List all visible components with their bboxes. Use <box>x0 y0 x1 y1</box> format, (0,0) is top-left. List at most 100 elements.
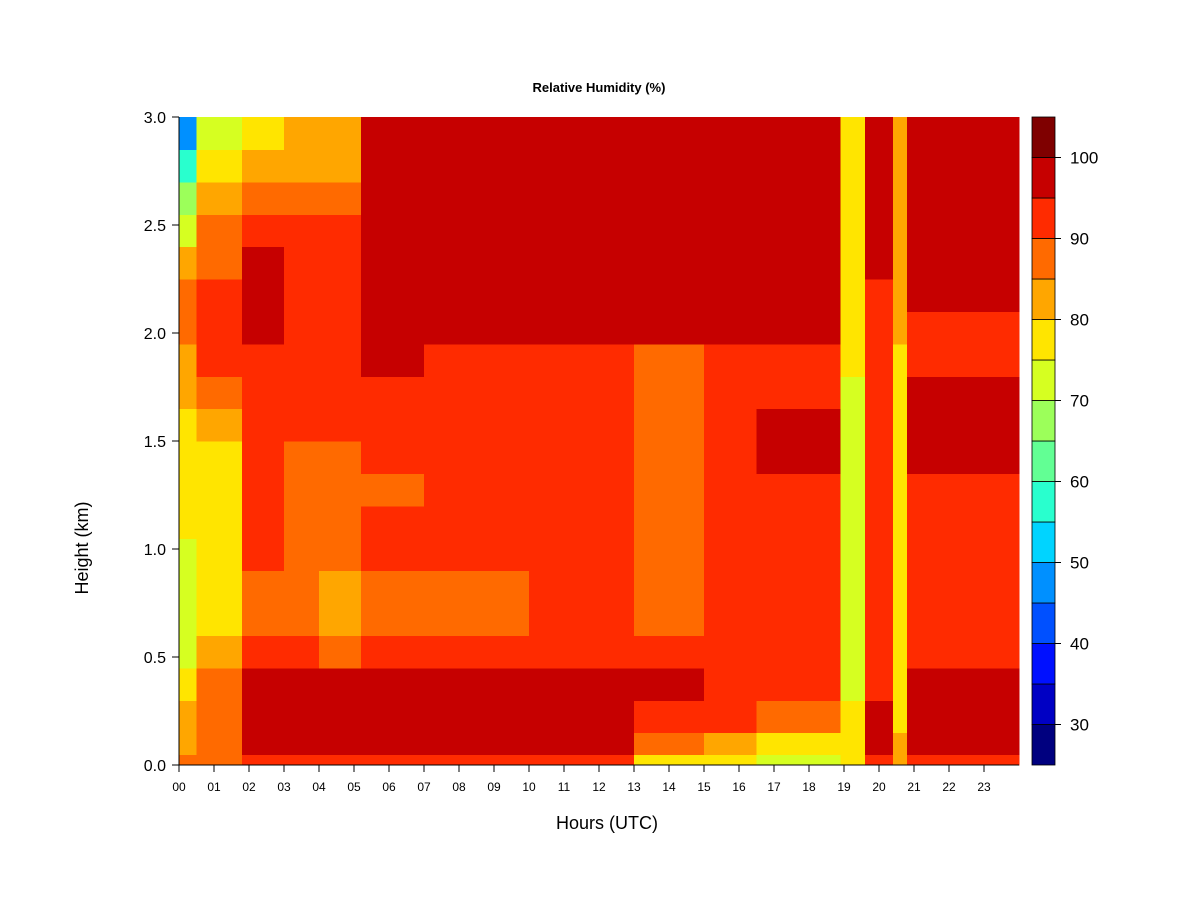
heatmap-cell <box>907 181 1020 215</box>
heatmap-cell <box>907 570 1020 604</box>
heatmap-cell <box>634 376 705 410</box>
heatmap-cell <box>361 667 425 701</box>
heatmap-cell <box>756 473 842 507</box>
heatmap-cell <box>756 754 842 766</box>
heatmap-cell <box>319 635 362 669</box>
colorbar-swatch <box>1031 238 1056 280</box>
heatmap-cell <box>319 667 362 701</box>
heatmap-cell <box>865 538 894 572</box>
heatmap-cell <box>634 667 705 701</box>
x-tick-label: 11 <box>558 780 571 794</box>
heatmap-cell <box>840 667 866 701</box>
heatmap-cell <box>704 343 758 377</box>
colorbar-tick-label: 80 <box>1070 311 1089 330</box>
x-tick-label: 04 <box>312 780 326 794</box>
heatmap-cell <box>424 754 530 766</box>
heatmap-cell <box>907 505 1020 539</box>
heatmap-cell <box>529 181 635 215</box>
x-tick-label: 12 <box>592 780 606 794</box>
heatmap-cell <box>319 732 362 755</box>
heatmap-cell <box>634 311 705 345</box>
heatmap-cell <box>319 700 362 734</box>
heatmap-cell <box>196 667 243 701</box>
heatmap-cell <box>840 635 866 669</box>
heatmap-cell <box>242 667 285 701</box>
heatmap-cell <box>361 408 425 442</box>
x-tick-label: 02 <box>242 780 256 794</box>
heatmap-cell <box>634 279 705 312</box>
heatmap-cell <box>865 311 894 345</box>
heatmap-cell <box>196 635 243 669</box>
heatmap-cell <box>319 473 362 507</box>
heatmap-cell <box>284 732 320 755</box>
heatmap-cell <box>840 149 866 183</box>
heatmap-cell <box>424 376 530 410</box>
y-tick-label: 0.5 <box>144 650 166 667</box>
heatmap-cell <box>756 538 842 572</box>
heatmap-cell <box>893 754 908 766</box>
heatmap-cell <box>529 246 635 280</box>
heatmap-cell <box>840 441 866 474</box>
heatmap-cell <box>704 667 758 701</box>
heatmap-cell <box>756 181 842 215</box>
heatmap-cell <box>893 635 908 669</box>
colorbar-swatch <box>1031 319 1056 361</box>
heatmap-cell <box>424 635 530 669</box>
heatmap-cell <box>179 732 198 755</box>
heatmap-cell <box>865 343 894 377</box>
heatmap-cell <box>907 732 1020 755</box>
heatmap-cell <box>529 754 635 766</box>
heatmap-cell <box>196 473 243 507</box>
x-tick-label: 14 <box>662 780 676 794</box>
heatmap-cell <box>840 732 866 755</box>
heatmap-cell <box>284 408 320 442</box>
heatmap-cell <box>704 473 758 507</box>
heatmap-cell <box>284 214 320 248</box>
heatmap-cell <box>361 635 425 669</box>
heatmap-cell <box>634 214 705 248</box>
heatmap-cell <box>865 732 894 755</box>
heatmap-cell <box>529 635 635 669</box>
heatmap-cell <box>907 441 1020 474</box>
heatmap-cell <box>907 603 1020 636</box>
heatmap-cell <box>242 343 285 377</box>
heatmap-cell <box>319 441 362 474</box>
heatmap-cell <box>840 376 866 410</box>
colorbar-swatch <box>1031 197 1056 239</box>
x-tick-label: 20 <box>872 780 886 794</box>
heatmap-cell <box>361 570 425 604</box>
heatmap-cell <box>893 311 908 345</box>
x-axis: 00 01 02 03 04 05 06 07 08 09 10 11 12 13 14 15 16 17 18 19… <box>172 765 991 794</box>
heatmap-cell <box>893 408 908 442</box>
heatmap-cell <box>242 570 285 604</box>
colorbar-swatch <box>1031 278 1056 320</box>
heatmap-cell <box>196 700 243 734</box>
heatmap-cell <box>893 603 908 636</box>
heatmap-cell <box>179 246 198 280</box>
heatmap-cell <box>634 343 705 377</box>
heatmap-cell <box>704 279 758 312</box>
heatmap-cell <box>196 754 243 766</box>
heatmap-cell <box>361 214 425 248</box>
heatmap-cell <box>865 408 894 442</box>
y-tick-label: 1.5 <box>144 434 166 451</box>
heatmap-cell <box>196 732 243 755</box>
heatmap-cell <box>361 117 425 150</box>
heatmap-cell <box>361 732 425 755</box>
heatmap-cell <box>284 700 320 734</box>
heatmap-cell <box>704 181 758 215</box>
x-tick-label: 16 <box>732 780 746 794</box>
heatmap-cell <box>865 376 894 410</box>
heatmap-cell <box>284 538 320 572</box>
heatmap-cell <box>840 473 866 507</box>
heatmap-cell <box>179 214 198 248</box>
heatmap-cell <box>424 505 530 539</box>
heatmap-cell <box>529 603 635 636</box>
heatmap-cell <box>196 343 243 377</box>
x-tick-label: 09 <box>487 780 501 794</box>
heatmap-cell <box>756 279 842 312</box>
heatmap-cell <box>634 732 705 755</box>
colorbar-tick-label: 30 <box>1070 716 1089 735</box>
heatmap-cell <box>704 603 758 636</box>
